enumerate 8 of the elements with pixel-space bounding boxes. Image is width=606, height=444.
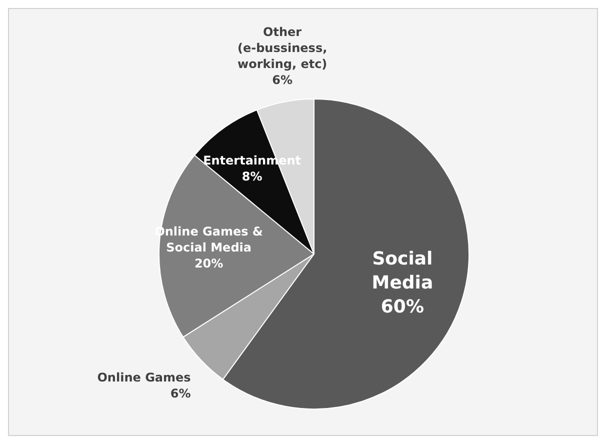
data-label: 20% <box>194 256 224 270</box>
slice-label: Online Games <box>97 370 191 385</box>
slice-label: Social Media <box>372 248 434 294</box>
slice-label: Other (e-bussiness, working, etc) <box>237 24 328 71</box>
data-label: 6% <box>170 386 191 401</box>
data-label: 6% <box>272 72 293 87</box>
data-label: 60% <box>380 296 424 318</box>
data-label: 8% <box>242 170 262 184</box>
